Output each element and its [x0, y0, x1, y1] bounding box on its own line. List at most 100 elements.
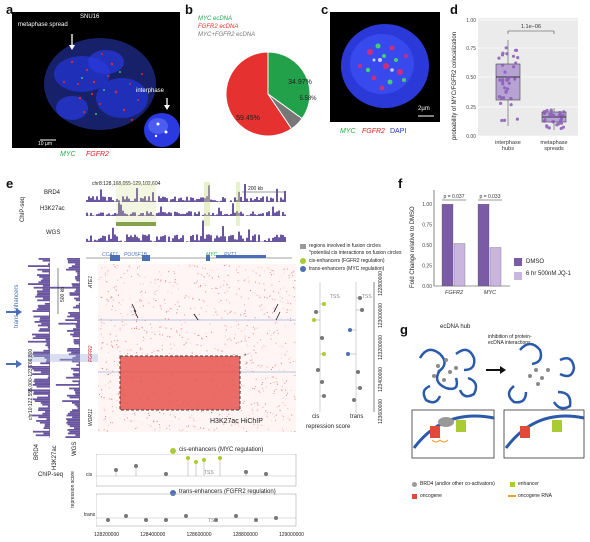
matrix-dot [98, 429, 100, 431]
matrix-dot [164, 303, 166, 304]
matrix-dot [169, 429, 171, 430]
matrix-dot [203, 410, 205, 412]
track-bar [158, 239, 160, 242]
matrix-dot [101, 347, 103, 349]
matrix-dot [112, 410, 114, 412]
matrix-dot [178, 409, 180, 411]
matrix-dot [268, 316, 270, 318]
matrix-dot [179, 334, 181, 336]
f-ytick: 0.25 [422, 264, 432, 270]
matrix-dot [287, 417, 289, 419]
track-bar [226, 213, 228, 216]
track-bar [218, 237, 220, 242]
matrix-dot [104, 429, 105, 431]
matrix-dot [247, 277, 249, 279]
matrix-dot [225, 329, 227, 331]
matrix-dot [243, 400, 245, 402]
matrix-dot [266, 415, 268, 417]
matrix-dot [196, 344, 198, 346]
track-bar [256, 196, 258, 202]
track-bar [256, 241, 258, 242]
matrix-dot [236, 342, 238, 344]
track-bar [96, 214, 98, 216]
matrix-dot [169, 336, 170, 337]
interphase-nucleus-image [341, 24, 434, 117]
track-bar [160, 206, 162, 216]
track-bar [76, 364, 80, 366]
matrix-dot [248, 337, 250, 339]
matrix-dot [141, 295, 143, 297]
track-bar [102, 235, 104, 242]
matrix-dot [271, 284, 273, 286]
bar [477, 204, 490, 287]
legend-cis: cis-enhancers (FGFR2 regulation) [309, 258, 385, 264]
matrix-dot [275, 377, 277, 379]
box-point [509, 96, 513, 101]
matrix-dot [290, 317, 291, 319]
track-bar [78, 371, 80, 374]
track-bar [280, 234, 282, 242]
chipseq-side-label: ChIP-seq [38, 472, 64, 478]
matrix-dot [200, 345, 202, 347]
track-bar [126, 196, 128, 202]
track-bar [152, 214, 154, 216]
box-point [552, 114, 556, 118]
track-bar [38, 330, 50, 332]
matrix-dot [249, 352, 251, 354]
matrix-dot [126, 323, 128, 325]
matrix-dot [265, 346, 267, 348]
track-bar [34, 321, 50, 323]
track-bar [72, 285, 80, 287]
d-ylabel: probability of MYC/FGFR2 colocalization [452, 31, 458, 140]
matrix-dot [164, 299, 166, 301]
track-bar [78, 303, 80, 305]
track-bar [90, 198, 92, 202]
track-bar [170, 212, 172, 216]
matrix-dot [181, 331, 183, 333]
track-bar [73, 369, 80, 372]
matrix-dot [292, 271, 294, 273]
track-bar [220, 236, 222, 242]
matrix-dot [271, 376, 273, 378]
track-bar [196, 234, 198, 242]
matrix-dot [254, 328, 256, 330]
matrix-dot [118, 345, 120, 347]
track-bar [67, 258, 80, 260]
matrix-dot [154, 293, 156, 295]
matrix-dot [238, 266, 240, 268]
matrix-dot [240, 314, 242, 316]
track-bar [70, 367, 80, 370]
track-bar [40, 371, 50, 374]
track-bar [158, 212, 160, 216]
matrix-dot [272, 312, 274, 314]
track-bar [272, 198, 274, 202]
matrix-dot [106, 368, 108, 370]
track-bar [102, 196, 104, 202]
box-point [500, 53, 505, 57]
matrix-dot [245, 340, 247, 342]
matrix-dot [186, 341, 188, 343]
matrix-dot [293, 270, 295, 272]
track-bar [210, 235, 212, 242]
track-bar [142, 212, 144, 216]
matrix-dot [181, 336, 183, 338]
matrix-dot [172, 285, 174, 287]
matrix-dot [159, 271, 161, 273]
matrix-dot [117, 347, 119, 349]
track-bar [174, 196, 176, 202]
matrix-dot [211, 412, 213, 414]
track-bar [162, 196, 164, 202]
bottom-cis-dot [202, 458, 206, 462]
matrix-dot [254, 388, 255, 390]
matrix-dot [211, 277, 213, 279]
matrix-dot [281, 390, 283, 392]
matrix-dot [139, 300, 141, 302]
track-bar [75, 434, 80, 437]
track-bar [174, 235, 176, 242]
matrix-dot [206, 273, 208, 274]
matrix-dot [224, 292, 226, 294]
box-point [499, 96, 503, 100]
track-bar [178, 239, 180, 242]
matrix-dot [139, 349, 141, 351]
matrix-dot [230, 310, 232, 312]
